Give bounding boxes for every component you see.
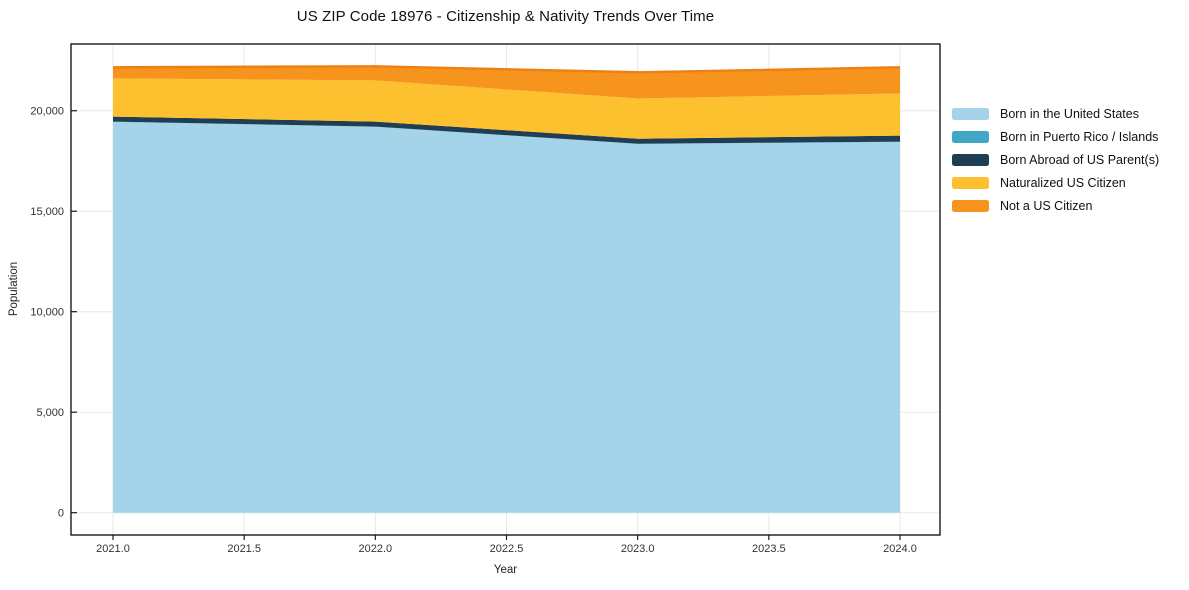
legend-item: Born Abroad of US Parent(s) xyxy=(952,152,1159,167)
legend-label: Not a US Citizen xyxy=(1000,198,1093,213)
x-tick-label: 2022.0 xyxy=(359,543,393,555)
y-tick-label: 10,000 xyxy=(30,307,64,319)
legend-item: Born in Puerto Rico / Islands xyxy=(952,129,1159,144)
legend-swatch xyxy=(952,199,989,212)
area-series-2 xyxy=(113,116,900,144)
legend-item: Not a US Citizen xyxy=(952,198,1159,213)
legend-label: Born in Puerto Rico / Islands xyxy=(1000,129,1159,144)
x-tick-label: 2023.0 xyxy=(621,543,655,555)
legend-item: Born in the United States xyxy=(952,106,1159,121)
x-tick-label: 2023.5 xyxy=(752,543,786,555)
axis-ticks xyxy=(71,110,901,540)
x-tick-label: 2024.0 xyxy=(883,543,917,555)
legend-swatch xyxy=(952,107,989,120)
area-series-4 xyxy=(113,66,900,99)
y-tick-label: 15,000 xyxy=(30,206,64,218)
legend-label: Naturalized US Citizen xyxy=(1000,175,1126,190)
y-axis-label: Population xyxy=(8,261,20,317)
area-top-edge-4 xyxy=(112,65,901,74)
y-tick-label: 5,000 xyxy=(36,407,64,419)
x-tick-label: 2021.0 xyxy=(96,543,130,555)
area-series-0 xyxy=(113,121,900,513)
area-series-3 xyxy=(113,78,900,139)
y-tick-label: 20,000 xyxy=(30,106,64,118)
x-axis-label: Year xyxy=(493,564,518,576)
x-tick-label: 2022.5 xyxy=(490,543,524,555)
y-tick-label: 0 xyxy=(58,507,64,519)
legend-label: Born Abroad of US Parent(s) xyxy=(1000,152,1160,167)
stacked-areas xyxy=(112,65,901,513)
chart-title: US ZIP Code 18976 - Citizenship & Nativi… xyxy=(296,8,715,25)
tick-labels: 2021.0 2021.5 2022.0 2022.5 2023.0 2023.5 2024… xyxy=(30,106,916,555)
legend-label: Born in the United States xyxy=(1000,106,1139,121)
legend-swatch xyxy=(952,153,989,166)
legend-item: Naturalized US Citizen xyxy=(952,175,1159,190)
plot-frame xyxy=(70,43,941,536)
legend-swatch xyxy=(952,176,989,189)
legend-swatch xyxy=(952,130,989,143)
legend: Born in the United States Born in Puerto … xyxy=(952,106,1159,213)
x-tick-label: 2021.5 xyxy=(227,543,261,555)
